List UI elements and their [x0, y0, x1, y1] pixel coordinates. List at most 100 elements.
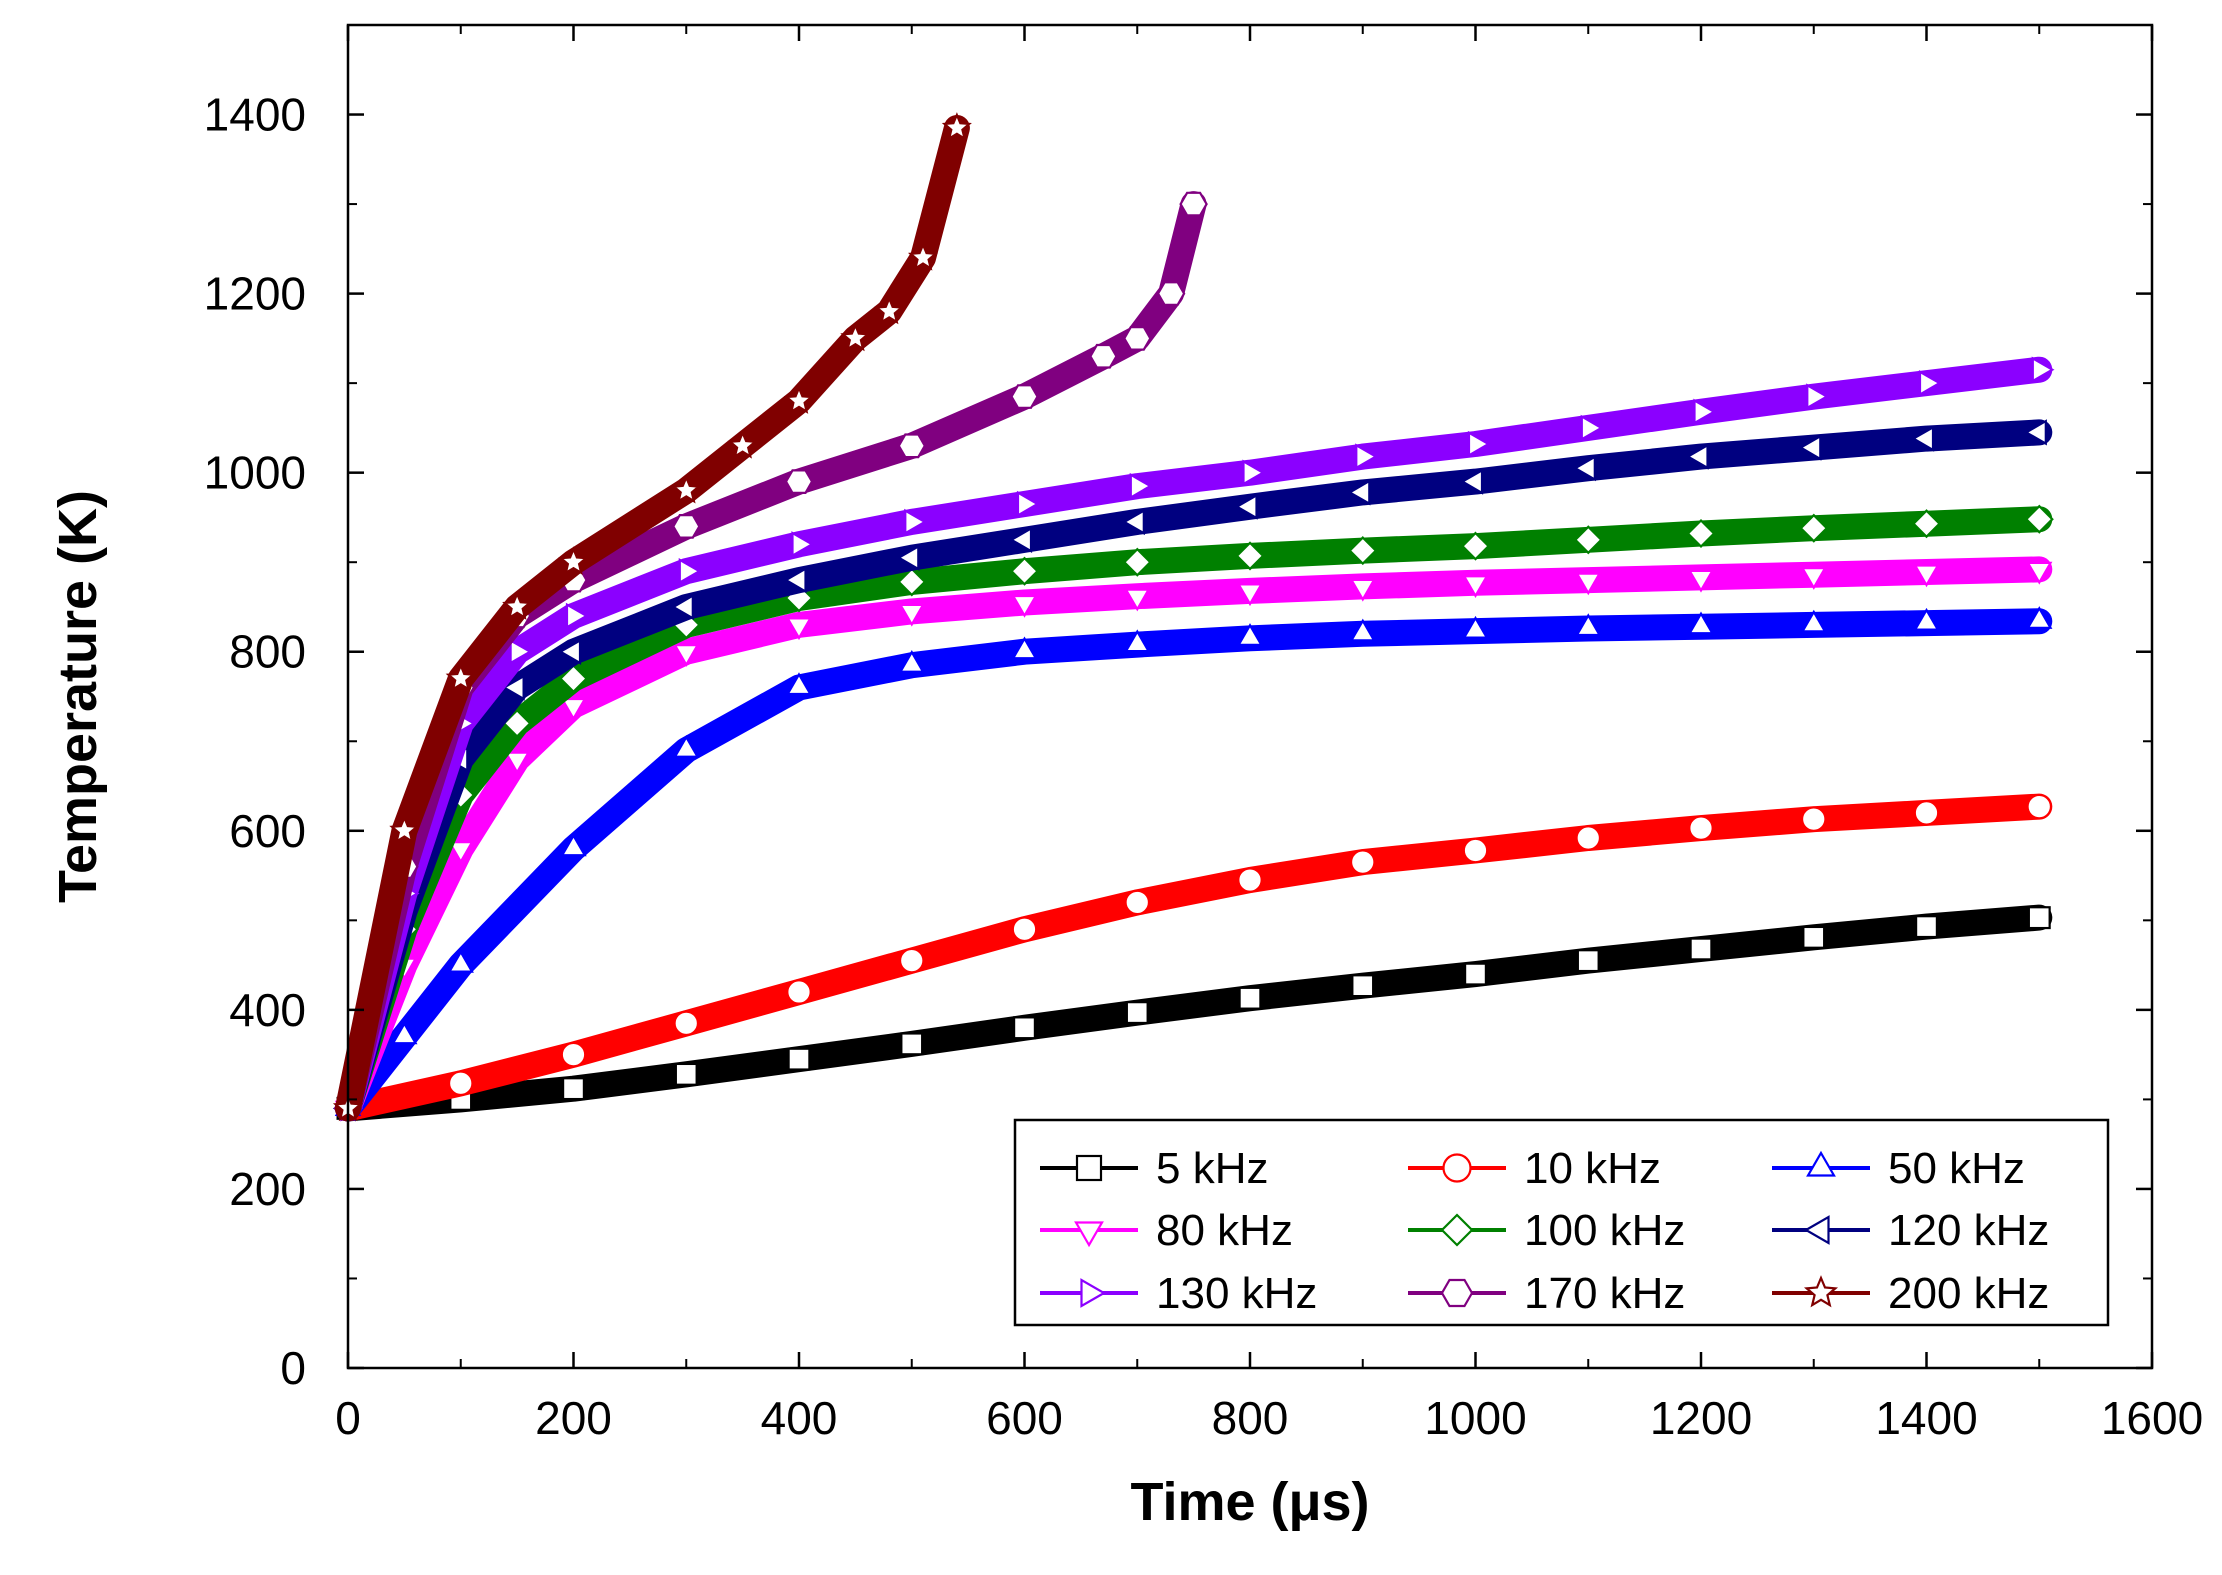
series-line	[335, 506, 2053, 1122]
data-point	[1124, 629, 1151, 653]
data-point	[1122, 547, 1152, 577]
data-point	[1913, 564, 1940, 588]
data-point	[840, 322, 871, 352]
legend-item: 170 kHz	[1408, 1269, 1685, 1318]
data-point	[1800, 567, 1827, 590]
data-point	[445, 662, 476, 692]
data-point	[560, 697, 587, 721]
data-point	[673, 734, 700, 758]
y-axis-title: Temperature (K)	[48, 490, 108, 903]
legend-label: 10 kHz	[1524, 1144, 1661, 1193]
y-tick-label: 600	[229, 805, 306, 857]
y-tick-label: 1000	[204, 447, 306, 499]
legend-label: 120 kHz	[1888, 1206, 2049, 1255]
x-tick-label: 1400	[1875, 1392, 1977, 1444]
data-point	[900, 1032, 924, 1056]
data-point	[1800, 806, 1827, 832]
data-point	[1693, 398, 1717, 425]
data-point	[1575, 825, 1602, 851]
y-tick-label: 800	[229, 626, 306, 678]
data-point	[1573, 525, 1603, 555]
data-point	[1798, 434, 1822, 461]
data-point	[784, 469, 814, 494]
y-tick-label: 400	[229, 984, 306, 1036]
data-point	[1124, 889, 1151, 916]
data-point	[671, 474, 702, 504]
data-point	[1124, 588, 1151, 612]
data-point	[1156, 281, 1186, 306]
data-point	[1462, 575, 1489, 598]
legend-marker	[1074, 1221, 1104, 1248]
series-5-khz	[335, 904, 2053, 1122]
data-point	[1806, 383, 1830, 410]
data-point	[1802, 925, 1826, 949]
legend-marker	[1442, 1153, 1472, 1183]
data-point	[1580, 414, 1604, 442]
data-point	[785, 672, 813, 696]
legend-label: 50 kHz	[1888, 1144, 2025, 1193]
data-point	[1237, 867, 1263, 893]
legend-marker	[1440, 1278, 1474, 1308]
data-point	[787, 1047, 811, 1071]
axes-layer: 0 200 400 600 800 1000 1200 1400 1600 0 200 400 600 8…	[204, 23, 2203, 1444]
legend-item: 80 kHz	[1040, 1206, 1293, 1255]
data-point	[785, 617, 813, 641]
data-point	[791, 531, 815, 558]
data-point	[1918, 369, 1942, 397]
legend-item: 100 kHz	[1408, 1206, 1685, 1255]
legend-label: 200 kHz	[1888, 1269, 2049, 1318]
data-point	[561, 1077, 585, 1101]
data-point	[1462, 837, 1489, 864]
data-point	[503, 751, 531, 775]
data-point	[783, 385, 815, 414]
x-tick-label: 1200	[1650, 1392, 1752, 1444]
data-point	[674, 1062, 698, 1086]
data-point	[1911, 509, 1942, 539]
data-point	[896, 544, 920, 571]
data-point	[1125, 1001, 1149, 1025]
data-point	[447, 1070, 474, 1097]
data-point	[2026, 561, 2053, 585]
data-point	[1687, 569, 1715, 593]
data-point	[1009, 526, 1033, 554]
data-point	[1467, 430, 1491, 458]
data-point	[1238, 986, 1262, 1010]
series-80-khz	[334, 556, 2053, 1124]
legend-item: 50 kHz	[1772, 1144, 2025, 1193]
x-tick-label: 600	[986, 1392, 1063, 1444]
legend-item: 130 kHz	[1040, 1269, 1317, 1318]
legend-marker	[1080, 1278, 1107, 1308]
data-point	[501, 674, 525, 701]
data-point	[558, 546, 589, 575]
legend-label: 5 kHz	[1156, 1144, 1268, 1193]
data-point	[897, 433, 927, 459]
data-point	[447, 949, 474, 973]
data-point	[673, 644, 700, 667]
data-point	[1911, 425, 1935, 452]
series-line	[335, 556, 2053, 1122]
data-point	[1235, 541, 1265, 571]
data-point	[1460, 531, 1491, 561]
data-point	[1462, 615, 1489, 639]
legend-marker	[1803, 1275, 1839, 1308]
data-point	[2031, 356, 2055, 383]
data-point	[1349, 578, 1376, 602]
data-point	[671, 593, 694, 621]
data-point	[391, 1021, 418, 1045]
data-point	[1914, 915, 1938, 939]
data-point	[898, 947, 925, 974]
data-point	[673, 1010, 700, 1037]
data-point	[907, 241, 939, 271]
legend-label: 80 kHz	[1156, 1206, 1293, 1255]
legend-item: 5 kHz	[1040, 1144, 1268, 1193]
data-point	[1089, 343, 1118, 369]
data-point	[786, 979, 812, 1005]
data-point	[1236, 623, 1264, 646]
data-point	[1800, 609, 1827, 633]
data-point	[1349, 618, 1376, 642]
data-point	[1573, 454, 1596, 482]
legend-label: 130 kHz	[1156, 1269, 1317, 1318]
data-point	[1010, 384, 1039, 409]
y-tick-label: 0	[280, 1342, 306, 1394]
